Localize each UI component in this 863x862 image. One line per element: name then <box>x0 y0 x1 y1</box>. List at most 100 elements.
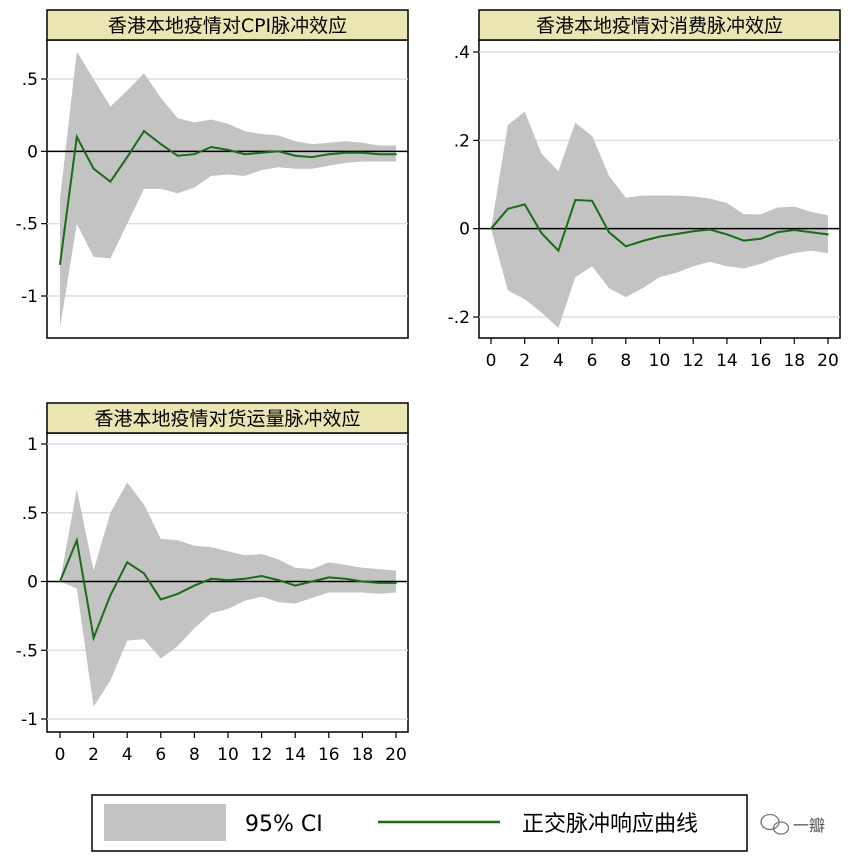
freight-irf-point <box>210 577 213 580</box>
consumption-panel-title-bar <box>478 9 841 41</box>
consumption-irf-point <box>540 232 543 234</box>
freight-xtick-label: 16 <box>318 745 340 765</box>
watermark: 一瓣 <box>760 813 825 835</box>
freight-xtick-label: 10 <box>217 745 239 765</box>
freight-irf-point <box>327 576 330 579</box>
freight-irf-point <box>59 580 61 583</box>
consumption-irf-point <box>523 203 526 206</box>
cpi-irf-point <box>143 130 145 132</box>
freight-irf-point <box>75 539 78 542</box>
cpi-irf-point <box>75 135 78 138</box>
consumption-xtick-label: 2 <box>519 351 530 371</box>
consumption-xtick-label: 16 <box>750 351 772 371</box>
cpi-irf-point <box>176 154 179 157</box>
freight-irf-point <box>193 584 196 587</box>
consumption-xtick-label: 18 <box>783 351 805 371</box>
freight-irf-point <box>361 580 364 583</box>
consumption-irf-point <box>506 207 509 210</box>
consumption-panel: .4 .2 0 -.2 0 2 4 6 8 10 12 14 16 18 20 香港本地疫情对消费脉冲效应 <box>448 9 841 371</box>
cpi-ytick-label: 0 <box>27 142 38 162</box>
freight-irf-point <box>109 594 112 597</box>
consumption-irf-point <box>810 231 813 234</box>
cpi-irf-point <box>126 156 129 159</box>
freight-irf-point <box>344 577 347 580</box>
cpi-irf-point <box>59 263 61 266</box>
freight-irf-point <box>143 572 145 575</box>
consumption-xtick-label: 14 <box>716 351 738 371</box>
cpi-irf-point <box>109 180 112 183</box>
legend-ci-label: 95% CI <box>245 812 323 837</box>
freight-ci-band <box>60 482 396 707</box>
consumption-irf-point <box>658 235 661 238</box>
cpi-irf-point <box>395 153 397 156</box>
cpi-irf-point <box>243 153 246 156</box>
consumption-irf-point <box>742 239 745 242</box>
cpi-irf-point <box>210 146 213 148</box>
freight-panel-title-bar <box>46 402 409 434</box>
freight-irf-point <box>294 584 297 587</box>
freight-ytick-label: -.5 <box>16 641 38 661</box>
cpi-panel-title-bar <box>46 9 409 41</box>
cpi-panel-title: 香港本地疫情对CPI脉冲效应 <box>108 15 347 37</box>
freight-panel-title: 香港本地疫情对货运量脉冲效应 <box>94 408 360 430</box>
cpi-irf-point <box>193 153 196 156</box>
freight-irf-point <box>378 581 381 584</box>
consumption-irf-point <box>624 245 627 248</box>
consumption-xtick-label: 0 <box>486 351 497 371</box>
freight-irf-point <box>395 581 397 584</box>
consumption-irf-point <box>608 231 610 234</box>
consumption-irf-point <box>490 227 492 230</box>
legend-ci-swatch <box>104 804 226 841</box>
consumption-irf-point <box>641 240 644 242</box>
cpi-irf-point <box>227 148 229 151</box>
cpi-irf-point <box>311 156 313 159</box>
freight-irf-point <box>227 579 229 582</box>
freight-irf-point <box>159 598 162 601</box>
freight-irf-point <box>277 579 280 582</box>
freight-xtick-label: 14 <box>284 745 306 765</box>
consumption-xtick-label: 8 <box>620 351 631 371</box>
cpi-ci-band <box>60 51 396 328</box>
consumption-xtick-label: 6 <box>587 351 598 371</box>
cpi-ytick-label: .5 <box>22 70 38 90</box>
freight-xtick-label: 4 <box>122 745 133 765</box>
cpi-panel: .5 0 -.5 -1 香港本地疫情对CPI脉冲效应 <box>16 9 409 339</box>
cpi-irf-point <box>361 151 364 154</box>
consumption-xtick-label: 4 <box>553 351 564 371</box>
cpi-irf-point <box>294 154 297 157</box>
consumption-irf-point <box>692 230 695 233</box>
freight-ytick-label: -1 <box>21 710 38 730</box>
cpi-ytick-label: -.5 <box>16 215 38 235</box>
freight-xtick-label: 0 <box>55 745 66 765</box>
cpi-irf-point <box>344 151 347 154</box>
cpi-irf-point <box>277 150 280 153</box>
cpi-irf-point <box>260 151 263 154</box>
consumption-xtick-label: 10 <box>649 351 671 371</box>
consumption-irf-point <box>793 229 796 231</box>
legend-line-label: 正交脉冲响应曲线 <box>522 812 698 837</box>
consumption-irf-point <box>574 199 577 201</box>
freight-irf-point <box>126 561 129 564</box>
consumption-xtick-label: 20 <box>817 351 839 371</box>
cpi-irf-point <box>92 167 95 170</box>
legend: 95% CI 正交脉冲响应曲线 <box>91 794 748 852</box>
consumption-irf-point <box>726 233 728 236</box>
cpi-irf-point <box>378 153 381 156</box>
freight-xtick-label: 12 <box>251 745 273 765</box>
consumption-ytick-label: .4 <box>454 43 470 63</box>
freight-xtick-label: 6 <box>155 745 166 765</box>
freight-xtick-label: 20 <box>385 745 407 765</box>
consumption-panel-title: 香港本地疫情对消费脉冲效应 <box>536 15 783 37</box>
consumption-irf-point <box>675 233 678 235</box>
freight-irf-point <box>311 580 313 583</box>
consumption-ytick-label: .2 <box>454 131 470 151</box>
consumption-irf-point <box>759 237 762 240</box>
wechat-icon <box>760 813 790 835</box>
consumption-irf-point <box>709 228 711 231</box>
cpi-irf-point <box>159 143 162 146</box>
freight-irf-point <box>260 575 263 577</box>
consumption-ci-band <box>491 111 828 328</box>
freight-irf-point <box>92 636 95 639</box>
freight-xtick-label: 18 <box>352 745 374 765</box>
